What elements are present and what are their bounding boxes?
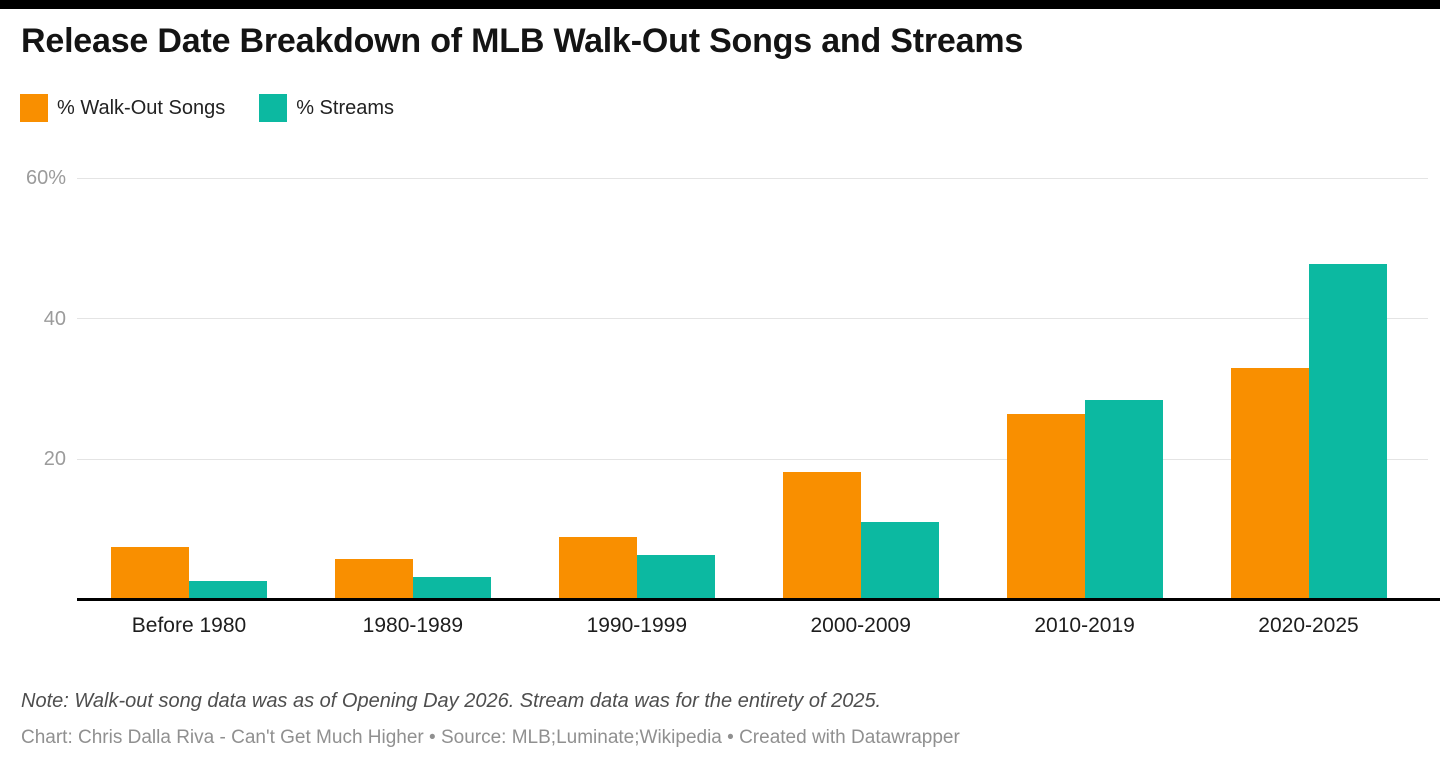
bar-walkout-songs-5 bbox=[1006, 413, 1085, 600]
legend-label-streams: % Streams bbox=[296, 96, 395, 119]
legend-swatch-walkout-songs-icon bbox=[20, 94, 48, 122]
x-axis-label: 2010-2019 bbox=[1034, 614, 1135, 637]
gridline-20 bbox=[77, 458, 1428, 460]
bar-streams-5 bbox=[1084, 400, 1163, 600]
bar-streams-1 bbox=[189, 581, 267, 600]
bar-walkout-songs-6 bbox=[1230, 367, 1309, 600]
legend-label-walkout-songs: % Walk-Out Songs bbox=[57, 96, 226, 119]
x-axis-line bbox=[77, 598, 1440, 601]
top-rule bbox=[0, 0, 1440, 9]
legend: % Walk-Out Songs % Streams bbox=[20, 94, 394, 122]
y-axis-tick-label: 20 bbox=[43, 448, 66, 471]
bar-walkout-songs-3 bbox=[558, 536, 637, 600]
y-axis-tick-label: 60% bbox=[25, 167, 66, 189]
x-axis-label: 2000-2009 bbox=[810, 614, 911, 637]
bar-streams-6 bbox=[1308, 263, 1387, 600]
bar-walkout-songs-1 bbox=[111, 547, 189, 600]
byline: Chart: Chris Dalla Riva - Can't Get Much… bbox=[21, 727, 960, 748]
bar-streams-3 bbox=[636, 554, 715, 600]
legend-item-walkout-songs: % Walk-Out Songs bbox=[20, 94, 225, 122]
bar-streams-2 bbox=[412, 576, 491, 600]
legend-swatch-streams-icon bbox=[259, 94, 288, 122]
bar-walkout-songs-4 bbox=[782, 471, 861, 600]
x-axis-label: 2020-2025 bbox=[1258, 614, 1359, 637]
footnote: Note: Walk-out song data was as of Openi… bbox=[21, 690, 882, 712]
gridline-40 bbox=[77, 318, 1428, 320]
x-axis-label: 1990-1999 bbox=[586, 614, 688, 637]
chart-title: Release Date Breakdown of MLB Walk-Out S… bbox=[21, 22, 1024, 60]
legend-item-streams: % Streams bbox=[259, 94, 394, 122]
x-axis-label: Before 1980 bbox=[131, 614, 247, 637]
x-axis-label: 1980-1989 bbox=[362, 614, 464, 637]
bar-walkout-songs-2 bbox=[334, 559, 413, 600]
gridline-60 bbox=[77, 177, 1428, 179]
bar-streams-4 bbox=[860, 521, 939, 600]
y-axis-tick-label: 40 bbox=[43, 307, 66, 330]
